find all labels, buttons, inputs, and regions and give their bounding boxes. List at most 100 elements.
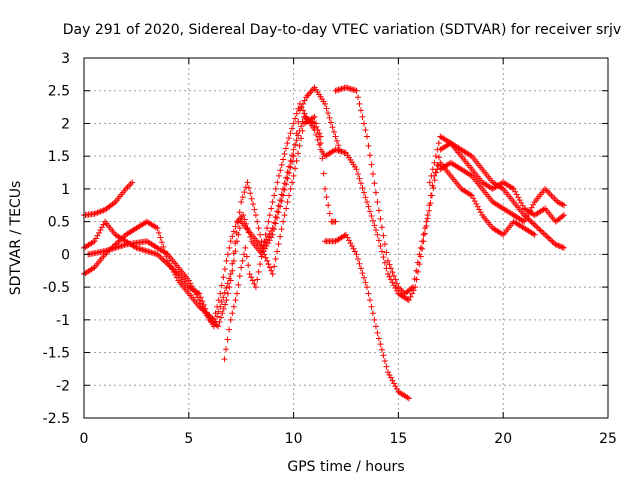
data-point [250,201,257,208]
data-point [278,161,285,168]
data-point [428,172,435,179]
data-point [272,220,279,227]
data-point [389,269,396,276]
data-point [377,215,384,222]
data-point [521,212,528,219]
data-point [534,224,541,231]
data-point [365,290,372,297]
y-tick-label: -0.5 [43,280,70,296]
x-tick-labels: 0 5 10 15 20 25 [80,431,617,447]
data-point [363,133,370,140]
data-point [381,241,388,248]
data-point [229,233,236,240]
data-point [323,194,330,201]
data-point [110,242,117,249]
data-point [289,152,296,159]
data-point [513,191,520,198]
data-point [238,199,245,205]
data-point [431,177,438,184]
data-point [285,135,292,142]
data-point [356,175,363,182]
data-point [326,114,333,121]
data-point [157,254,164,261]
data-point [421,230,428,237]
data-point [537,227,544,234]
data-point [227,271,234,277]
data-point [110,200,117,207]
data-point [356,100,363,107]
x-axis-label: GPS time / hours [287,459,404,475]
data-point [320,170,327,177]
data-point [220,294,227,301]
data-point [196,303,203,310]
data-point [271,192,278,199]
data-point [548,237,555,244]
data-point [378,346,385,353]
data-point [234,290,241,297]
data-point [380,232,387,239]
data-point [223,346,230,353]
data-point [206,312,213,319]
data-point [264,225,271,232]
data-point [268,234,275,241]
data-point [196,290,203,297]
data-point [272,256,279,263]
grid [84,58,608,418]
data-point [173,274,180,281]
data-point [109,244,116,251]
data-point [369,170,376,177]
data-point [190,285,197,292]
data-point [468,192,475,199]
data-point [383,363,390,370]
data-point [274,179,281,186]
y-tick-label: 0.5 [48,215,70,231]
data-point [95,209,102,216]
data-point [227,238,234,245]
data-point [295,105,302,112]
data-point [245,184,252,191]
data-point [416,251,423,258]
data-point [236,209,243,216]
data-point [533,223,540,230]
data-point [260,242,267,249]
data-point [214,303,221,310]
data-point [298,104,305,111]
data-point [301,97,308,104]
data-point [522,215,529,222]
data-point [357,107,364,114]
data-point [290,120,297,127]
data-point [389,279,396,286]
data-point [374,199,381,205]
data-point [290,172,297,179]
data-point [555,242,562,249]
data-point [365,142,372,149]
data-point [239,257,246,264]
y-tick-labels: -2.5 -2 -1.5 -1 -0.5 0 0.5 1 1.5 2 2.5 3 [43,51,70,427]
data-point [208,314,215,321]
series-track-5 [221,100,567,363]
data-point [129,179,136,186]
series-track-6 [322,231,412,402]
data-point [311,113,318,120]
data-point [286,170,293,177]
series-track-8 [426,133,567,225]
data-point [366,152,373,159]
data-point [292,165,299,172]
data-point [271,219,278,226]
data-point [282,145,289,152]
chart-title: Day 291 of 2020, Sidereal Day-to-day VTE… [63,22,621,38]
data-point [107,245,114,252]
data-point [293,157,300,164]
data-point [335,142,342,149]
data-point [409,290,416,297]
data-point [301,110,308,117]
data-point [296,142,303,149]
data-point [265,240,272,247]
data-point [271,263,278,270]
data-point [220,274,227,281]
data-point [322,100,329,107]
data-point [224,280,231,287]
data-point [371,180,378,187]
data-point [252,212,259,219]
data-point [238,264,245,271]
